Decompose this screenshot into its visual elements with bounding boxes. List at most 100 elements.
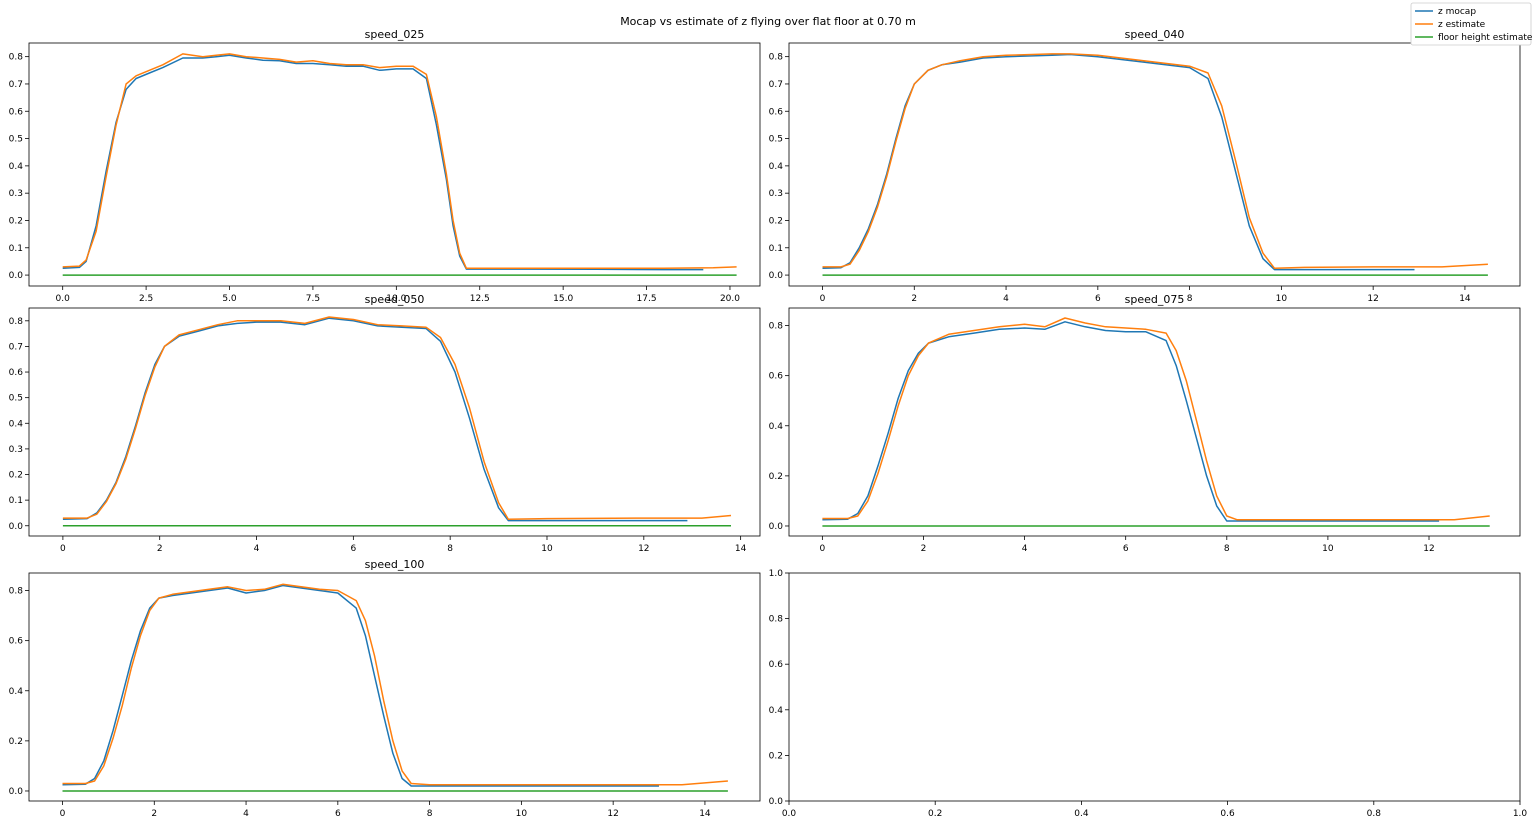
x-tick-label: 4 xyxy=(254,544,260,554)
subplot-empty: 0.0 0.2 0.4 0.6 0.8 1.0 0.0 0.2 0.4 0.6 0.8 1.0 xyxy=(769,569,1528,819)
x-tick-label: 8 xyxy=(1224,544,1230,554)
y-tick-label: 0.0 xyxy=(769,522,784,532)
x-tick-label: 7.5 xyxy=(306,294,320,304)
legend-entry: z mocap xyxy=(1415,7,1476,17)
subplot-title: speed_040 xyxy=(1125,28,1185,41)
y-tick-label: 0.2 xyxy=(9,216,23,226)
x-tick-label: 15.0 xyxy=(553,294,573,304)
y-tick-label: 0.1 xyxy=(9,244,23,254)
figure-legend: z mocap z estimate floor height estimate xyxy=(1410,2,1533,46)
y-tick-label: 0.3 xyxy=(9,445,23,455)
series-line-z-mocap xyxy=(62,317,688,522)
x-tick-label: 0.4 xyxy=(1074,809,1089,819)
x-tick-label: 4 xyxy=(1022,544,1028,554)
subplot-title: speed_025 xyxy=(365,28,425,41)
y-tick-label: 0.3 xyxy=(9,189,23,199)
series-line-z-mocap xyxy=(822,321,1440,522)
y-tick-label: 0.4 xyxy=(9,162,24,172)
y-tick-label: 0.7 xyxy=(9,80,23,90)
y-tick-label: 0.6 xyxy=(769,660,784,670)
x-tick-label: 0.0 xyxy=(782,809,797,819)
y-tick-label: 0.7 xyxy=(769,80,783,90)
x-tick-label: 20.0 xyxy=(720,294,740,304)
legend-label: z mocap xyxy=(1438,7,1476,17)
y-tick-label: 0.2 xyxy=(769,751,783,761)
x-tick-label: 8 xyxy=(1187,294,1193,304)
y-tick-label: 0.8 xyxy=(769,53,784,63)
x-tick-label: 6 xyxy=(335,809,341,819)
series-line-z-estimate xyxy=(822,317,1490,521)
x-tick-label: 0.0 xyxy=(56,294,71,304)
y-tick-label: 0.6 xyxy=(769,107,784,117)
subplot-title: speed_050 xyxy=(365,293,425,306)
x-tick-label: 0 xyxy=(820,294,826,304)
x-tick-label: 12.5 xyxy=(470,294,490,304)
x-tick-label: 4 xyxy=(243,809,249,819)
y-tick-label: 0.2 xyxy=(9,471,23,481)
series-line-z-mocap xyxy=(822,53,1415,271)
subplot-speed-100: speed_100 0 2 4 6 8 10 12 14 0.0 0.2 0.4 0.6 0.8 xyxy=(9,558,761,819)
subplot-speed-040: speed_040 0 2 4 6 8 10 12 14 0.0 0.1 0.2 0.3 0.4 0.5 0.… xyxy=(769,28,1521,304)
x-tick-label: 10 xyxy=(1276,294,1288,304)
x-tick-label: 4 xyxy=(1003,294,1009,304)
figure-title: Mocap vs estimate of z flying over flat … xyxy=(620,15,916,28)
y-tick-label: 0.2 xyxy=(9,737,23,747)
legend-box xyxy=(1410,2,1532,46)
y-tick-label: 0.5 xyxy=(9,394,23,404)
y-tick-label: 0.1 xyxy=(769,244,783,254)
x-tick-label: 0 xyxy=(60,809,66,819)
x-tick-label: 2.5 xyxy=(139,294,153,304)
y-tick-label: 0.4 xyxy=(9,687,24,697)
y-tick-label: 0.4 xyxy=(769,422,784,432)
x-tick-label: 8 xyxy=(447,544,453,554)
y-tick-label: 0.8 xyxy=(769,322,784,332)
plot-area xyxy=(29,573,760,801)
y-tick-label: 0.8 xyxy=(769,615,784,625)
x-tick-label: 2 xyxy=(157,544,163,554)
subplot-title: speed_100 xyxy=(365,558,425,571)
axes-frame xyxy=(788,572,1521,802)
y-tick-label: 0.6 xyxy=(9,368,24,378)
axes-frame xyxy=(788,307,1521,537)
y-tick-label: 0.4 xyxy=(9,419,24,429)
y-tick-label: 0.6 xyxy=(9,637,24,647)
y-tick-label: 0.7 xyxy=(9,342,23,352)
axes-frame xyxy=(28,42,761,287)
y-tick-label: 0.6 xyxy=(9,107,24,117)
x-tick-label: 0.8 xyxy=(1367,809,1382,819)
y-tick-label: 0.2 xyxy=(769,472,783,482)
x-tick-label: 10 xyxy=(516,809,528,819)
y-tick-label: 0.5 xyxy=(9,135,23,145)
x-tick-label: 8 xyxy=(427,809,433,819)
subplot-title: speed_075 xyxy=(1125,293,1185,306)
x-tick-label: 14 xyxy=(735,544,747,554)
x-tick-label: 6 xyxy=(350,544,356,554)
y-tick-label: 0.1 xyxy=(9,496,23,506)
x-tick-label: 12 xyxy=(1367,294,1378,304)
series-line-z-mocap xyxy=(62,584,659,787)
x-tick-label: 1.0 xyxy=(1513,809,1528,819)
plot-area xyxy=(29,308,760,536)
x-tick-label: 12 xyxy=(607,809,618,819)
x-tick-label: 12 xyxy=(638,544,649,554)
series-line-z-mocap xyxy=(62,54,704,271)
x-tick-label: 0.2 xyxy=(928,809,942,819)
plot-area xyxy=(789,308,1520,536)
x-tick-label: 12 xyxy=(1423,544,1434,554)
x-tick-label: 10 xyxy=(541,544,553,554)
subplot-speed-075: speed_075 0 2 4 6 8 10 12 0.0 0.2 0.4 0.6 0.8 xyxy=(769,293,1521,554)
series-line-z-estimate xyxy=(62,316,732,521)
x-tick-label: 2 xyxy=(911,294,917,304)
y-tick-label: 0.5 xyxy=(769,135,783,145)
series-line-z-estimate xyxy=(62,583,728,786)
series-line-z-estimate xyxy=(822,53,1488,270)
x-tick-label: 0 xyxy=(60,544,66,554)
y-tick-label: 1.0 xyxy=(769,569,784,579)
y-tick-label: 0.6 xyxy=(769,372,784,382)
x-tick-label: 10.0 xyxy=(386,294,406,304)
y-tick-label: 0.4 xyxy=(769,162,784,172)
legend-label: floor height estimate xyxy=(1438,33,1533,43)
legend-entry: floor height estimate xyxy=(1415,33,1533,43)
